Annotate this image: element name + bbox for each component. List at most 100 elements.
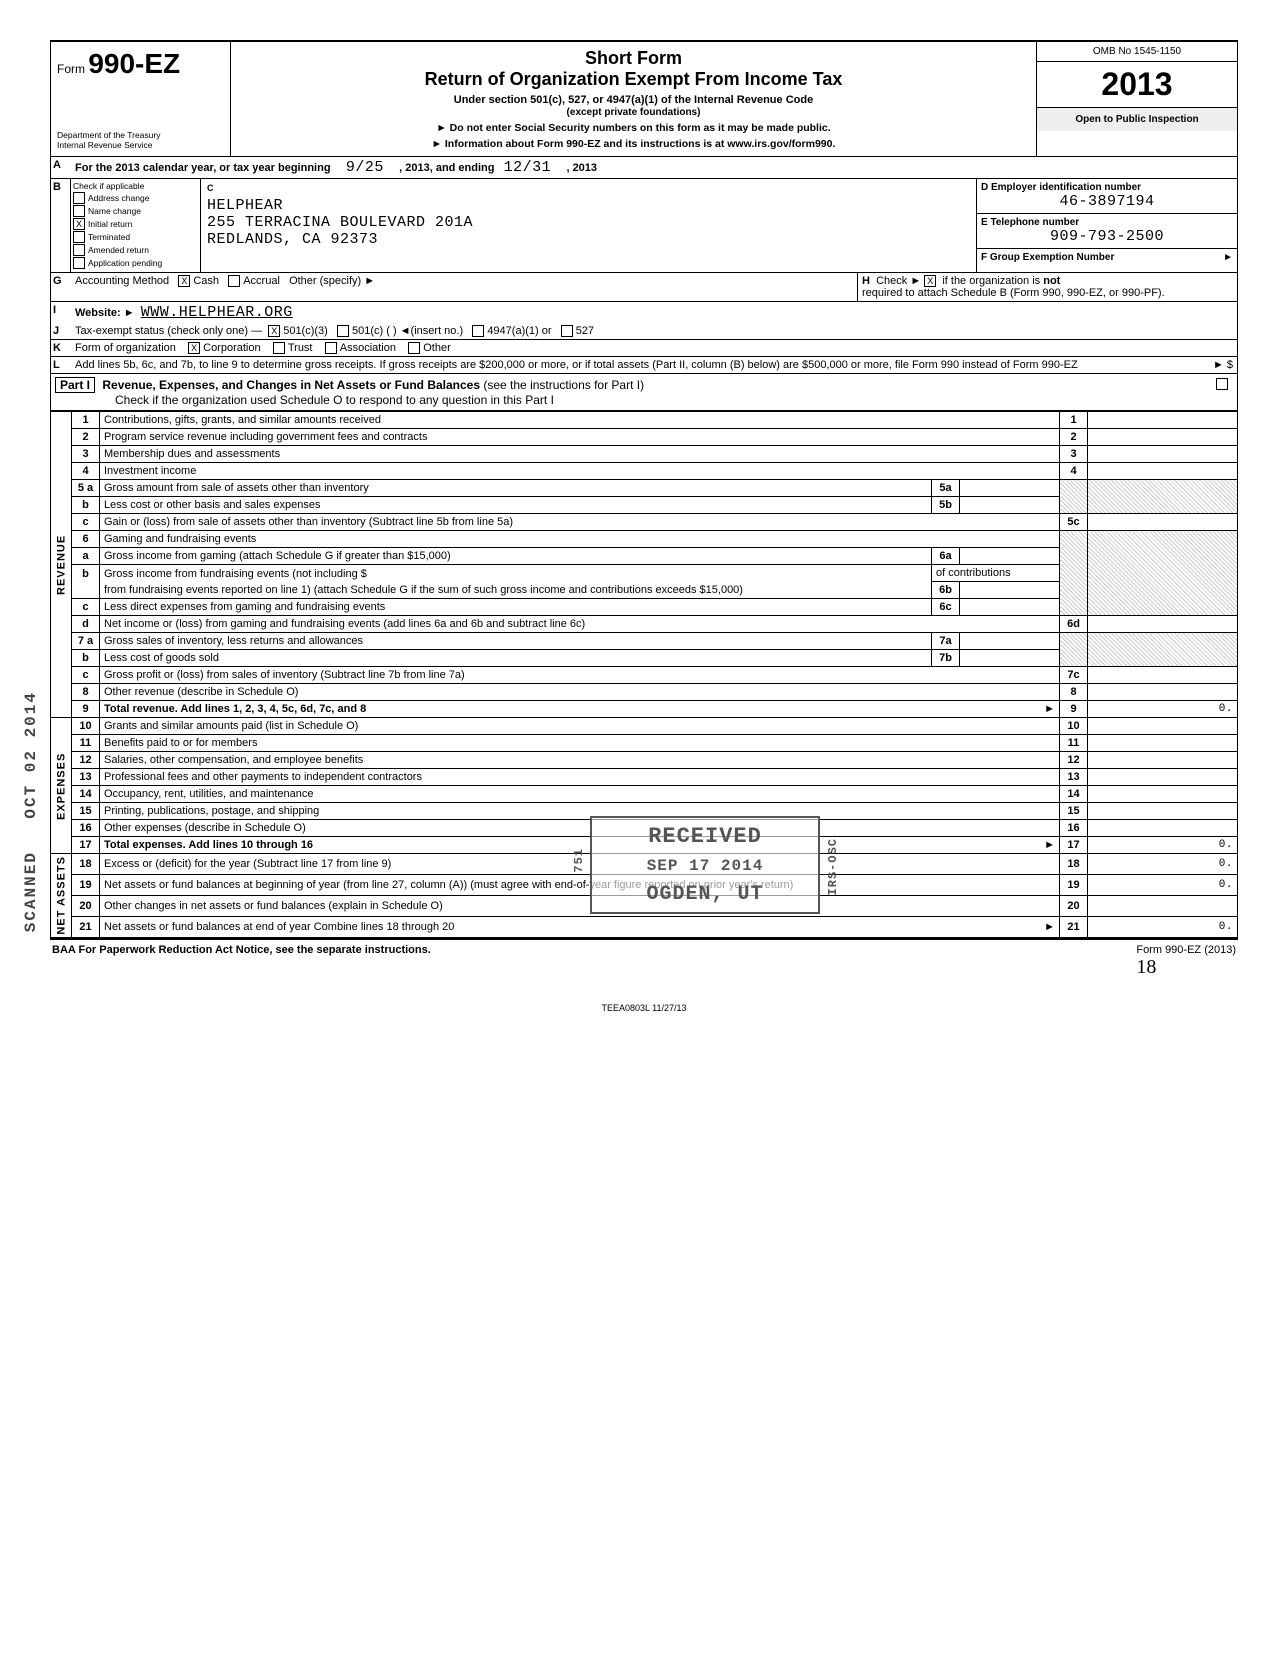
j-checkbox[interactable]: X	[268, 325, 280, 337]
line-j-content: Tax-exempt status (check only one) — X 50…	[71, 323, 1237, 339]
omb-number: OMB No 1545-1150	[1037, 42, 1237, 62]
j-checkbox[interactable]	[561, 325, 573, 337]
stamp-side-num: 751	[572, 848, 586, 873]
header-center: Short Form Return of Organization Exempt…	[231, 42, 1037, 156]
phone: 909-793-2500	[981, 228, 1233, 245]
subtitle-bold: Under section 501(c), 527, or 4947(a)(1)…	[454, 94, 813, 106]
scribble: 18	[1136, 956, 1156, 978]
h-text2: if the organization is	[942, 275, 1040, 287]
k-opt-label: Other	[423, 342, 451, 354]
ein: 46-3897194	[981, 193, 1233, 210]
row-7b: bLess cost of goods sold7b	[51, 650, 1238, 667]
row-14: 14Occupancy, rent, utilities, and mainte…	[51, 786, 1238, 803]
right-block-def: D Employer identification number 46-3897…	[977, 179, 1237, 272]
row-7a: 7 aGross sales of inventory, less return…	[51, 633, 1238, 650]
line-l-content: Add lines 5b, 6c, and 7b, to line 9 to d…	[71, 357, 1237, 373]
k-opt-label: Trust	[288, 342, 313, 354]
title-main: Return of Organization Exempt From Incom…	[241, 69, 1026, 90]
form-header: Form 990-EZ Department of the Treasury I…	[50, 40, 1238, 157]
org-name: HELPHEAR	[207, 197, 970, 214]
j-checkbox[interactable]	[472, 325, 484, 337]
line-a: A For the 2013 calendar year, or tax yea…	[50, 157, 1238, 179]
row-3: 3Membership dues and assessments3	[51, 446, 1238, 463]
checkbox[interactable]	[73, 244, 85, 256]
part1-sub: Check if the organization used Schedule …	[115, 393, 554, 407]
j-label: Tax-exempt status (check only one) —	[75, 325, 262, 337]
j-opt-label: 501(c) ( ) ◄(insert no.)	[352, 325, 463, 337]
row-21: 21Net assets or fund balances at end of …	[51, 917, 1238, 938]
checkbox-label: Name change	[88, 206, 141, 216]
website: WWW.HELPHEAR.ORG	[141, 304, 293, 321]
line-i-content: Website: ► WWW.HELPHEAR.ORG	[71, 302, 1237, 323]
print-id: TEEA0803L 11/27/13	[50, 1003, 1238, 1013]
row-4: 4Investment income4	[51, 463, 1238, 480]
form-number-big: 990-EZ	[88, 48, 180, 79]
stamp-scanned: SCANNED	[22, 851, 40, 932]
letter-j: J	[51, 323, 71, 339]
line-a-text-a: For the 2013 calendar year, or tax year …	[75, 162, 331, 174]
checkbox-label: Application pending	[88, 258, 162, 268]
title-short: Short Form	[241, 48, 1026, 69]
j-checkbox[interactable]	[337, 325, 349, 337]
footer-right: Form 990-EZ (2013) 18	[1136, 944, 1236, 979]
accrual-checkbox[interactable]	[228, 275, 240, 287]
row-6a: aGross income from gaming (attach Schedu…	[51, 548, 1238, 565]
row-5a: 5 aGross amount from sale of assets othe…	[51, 480, 1238, 497]
subtitle: Under section 501(c), 527, or 4947(a)(1)…	[241, 94, 1026, 118]
k-checkbox[interactable]	[273, 342, 285, 354]
letter-c: C	[207, 183, 970, 193]
checkbox[interactable]	[73, 257, 85, 269]
g-label: Accounting Method	[75, 275, 169, 287]
row-6d: dNet income or (loss) from gaming and fu…	[51, 616, 1238, 633]
form-prefix: Form	[57, 62, 85, 76]
stamp-l2: SEP 17 2014	[606, 857, 804, 875]
part1-paren: (see the instructions for Part I)	[483, 378, 644, 392]
checkbox-item: Application pending	[73, 257, 198, 269]
row-10: EXPENSES 10Grants and similar amounts pa…	[51, 718, 1238, 735]
r1-amt	[1088, 412, 1238, 429]
header-right: OMB No 1545-1150 2013 Open to Public Ins…	[1037, 42, 1237, 156]
e-label: E Telephone number	[981, 217, 1079, 228]
checkbox-item: Name change	[73, 205, 198, 217]
k-checkbox[interactable]	[408, 342, 420, 354]
h-text3: required to attach Schedule B (Form 990,…	[862, 287, 1165, 299]
row-6: 6Gaming and fundraising events	[51, 531, 1238, 548]
checkbox-label: Terminated	[88, 232, 130, 242]
checkbox[interactable]: X	[73, 218, 85, 230]
k-checkbox[interactable]	[325, 342, 337, 354]
row-5c: cGain or (loss) from sale of assets othe…	[51, 514, 1238, 531]
cash-checkbox[interactable]: X	[178, 275, 190, 287]
part1-table: OCT 02 2014 SCANNED REVENUE 1 Contributi…	[50, 411, 1238, 939]
letter-b: B	[51, 179, 71, 272]
row-9: 9Total revenue. Add lines 1, 2, 3, 4, 5c…	[51, 701, 1238, 718]
i-label: Website: ►	[75, 307, 135, 319]
letter-g: G	[51, 273, 71, 301]
line-a-text-b: , 2013, and ending	[399, 162, 494, 174]
row-1: REVENUE 1 Contributions, gifts, grants, …	[51, 412, 1238, 429]
line-j: J Tax-exempt status (check only one) — X…	[50, 323, 1238, 340]
b-label: Check if applicable	[73, 181, 198, 191]
box-d: D Employer identification number 46-3897…	[977, 179, 1237, 214]
org-addr2: REDLANDS, CA 92373	[207, 231, 970, 248]
line-k: K Form of organization XCorporation Trus…	[50, 340, 1238, 357]
checkbox-label: Address change	[88, 193, 149, 203]
cash-label: Cash	[193, 275, 219, 287]
j-opt-label: 527	[576, 325, 594, 337]
checkbox[interactable]	[73, 192, 85, 204]
part1-checkbox[interactable]	[1216, 378, 1228, 390]
subtitle-paren: (except private foundations)	[567, 107, 701, 118]
h-checkbox[interactable]: X	[924, 275, 936, 287]
l-arrow: ► $	[1213, 359, 1233, 371]
line-a-content: For the 2013 calendar year, or tax year …	[71, 157, 1237, 178]
line-g-content: Accounting Method XCash Accrual Other (s…	[71, 273, 857, 301]
other-label: Other (specify) ►	[289, 275, 375, 287]
checkbox[interactable]	[73, 231, 85, 243]
form-number: Form 990-EZ	[57, 48, 224, 80]
stamp-side-txt: IRS-OSC	[826, 838, 840, 895]
row-2: 2Program service revenue including gover…	[51, 429, 1238, 446]
section-b-block: B Check if applicable Address change Name…	[50, 179, 1238, 273]
checkbox-item: Amended return	[73, 244, 198, 256]
checkbox[interactable]	[73, 205, 85, 217]
checkbox-label: Initial return	[88, 219, 132, 229]
k-checkbox[interactable]: X	[188, 342, 200, 354]
